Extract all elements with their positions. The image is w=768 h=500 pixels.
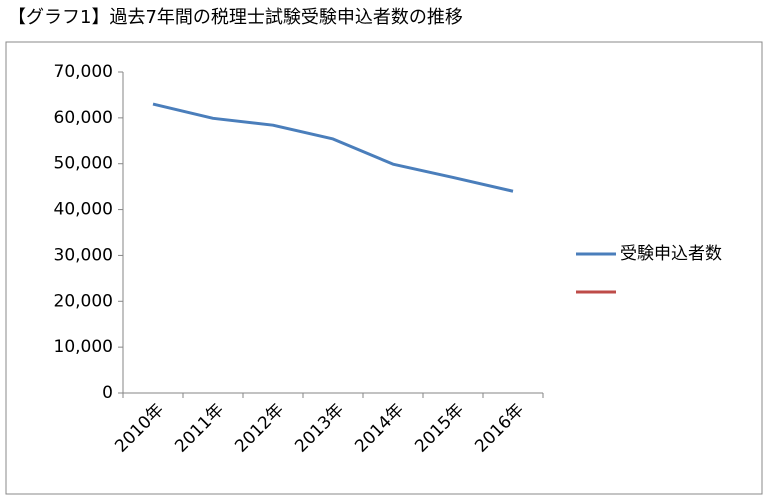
y-tick-label: 40,000 [54, 200, 113, 220]
chart-title: 【グラフ1】過去7年間の税理士試験受験申込者数の推移 [8, 7, 463, 28]
x-tick-label: 2014年 [351, 400, 408, 457]
x-tick-label: 2012年 [231, 400, 288, 457]
y-tick-label: 70,000 [54, 62, 113, 82]
x-tick-label: 2010年 [111, 400, 168, 457]
y-tick-label: 10,000 [54, 337, 113, 357]
y-tick-label: 20,000 [54, 291, 113, 311]
y-tick-label: 30,000 [54, 245, 113, 265]
x-tick-label: 2015年 [411, 400, 468, 457]
series-line [152, 102, 514, 193]
y-tick-label: 60,000 [54, 108, 113, 128]
x-tick-label: 2013年 [291, 400, 348, 457]
chart-frame [5, 41, 763, 495]
legend-label: 受験申込者数 [620, 244, 722, 264]
x-tick-label: 2011年 [171, 400, 228, 457]
y-tick-label: 0 [102, 383, 113, 403]
x-tick-label: 2016年 [471, 400, 528, 457]
y-tick-label: 50,000 [54, 154, 113, 174]
